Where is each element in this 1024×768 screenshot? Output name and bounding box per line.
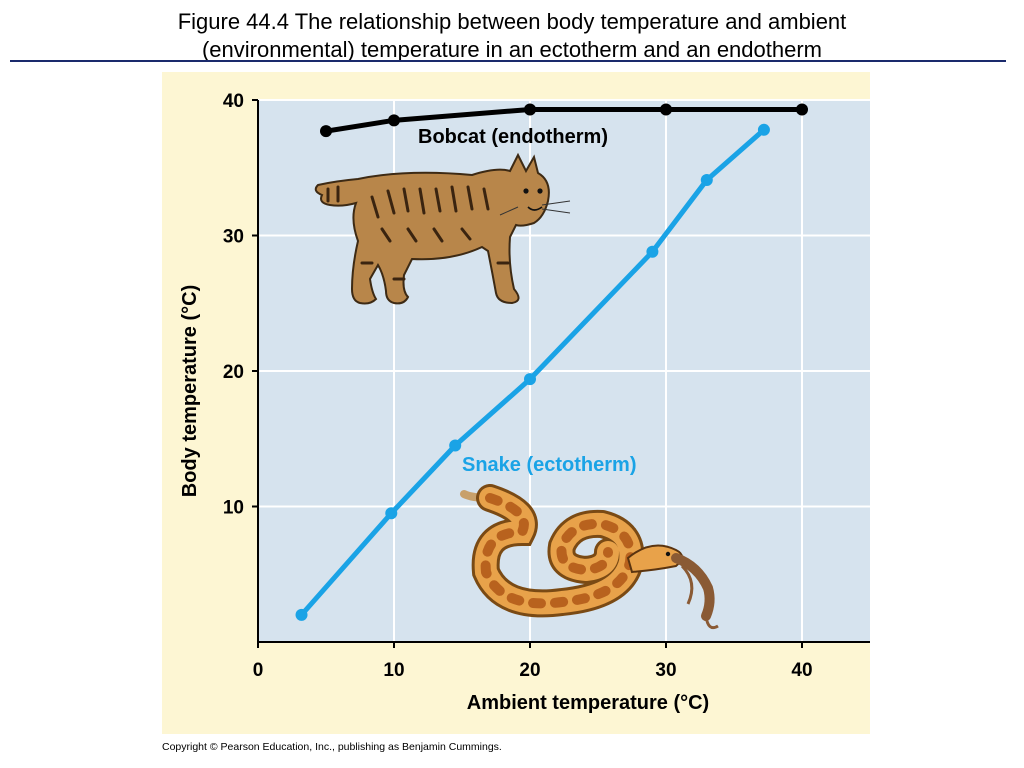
y-tick-label: 20 — [223, 362, 244, 383]
x-tick-label: 0 — [253, 660, 264, 681]
y-tick-label: 10 — [223, 498, 244, 519]
y-tick-label: 40 — [223, 91, 244, 112]
copyright-notice: Copyright © Pearson Education, Inc., pub… — [162, 741, 502, 753]
data-point — [700, 173, 713, 186]
series-label: Snake (ectotherm) — [462, 454, 637, 476]
x-tick-label: 20 — [519, 660, 540, 681]
bobcat-illustration — [314, 152, 571, 305]
y-tick-label: 30 — [223, 227, 244, 248]
figure-panel: 0 10 20 30 40 10 20 30 40 Ambient temperature (°C… — [162, 72, 870, 734]
data-point — [320, 125, 332, 138]
data-point — [796, 103, 808, 116]
title-divider — [10, 60, 1006, 62]
data-point — [295, 608, 308, 621]
data-point — [646, 245, 659, 258]
data-point — [449, 439, 462, 452]
slide-title: Figure 44.4 The relationship between bod… — [177, 9, 847, 62]
chart: 0 10 20 30 40 10 20 30 40 Ambient temperature (°C… — [179, 91, 870, 714]
snake-illustration — [460, 484, 719, 630]
x-tick-label: 30 — [655, 660, 676, 681]
x-tick-label: 10 — [383, 660, 404, 681]
data-point — [524, 373, 536, 386]
x-tick-label: 40 — [791, 660, 812, 681]
data-point — [660, 103, 672, 116]
data-point — [388, 114, 400, 127]
axes — [252, 99, 870, 648]
series-label: Bobcat (endotherm) — [418, 126, 608, 148]
series-1 — [295, 123, 770, 621]
series-0 — [320, 103, 808, 138]
y-axis-label: Body temperature (°C) — [179, 285, 201, 497]
x-axis-label: Ambient temperature (°C) — [467, 692, 709, 714]
data-point — [524, 103, 536, 116]
data-point — [385, 507, 398, 520]
data-point — [757, 123, 770, 136]
